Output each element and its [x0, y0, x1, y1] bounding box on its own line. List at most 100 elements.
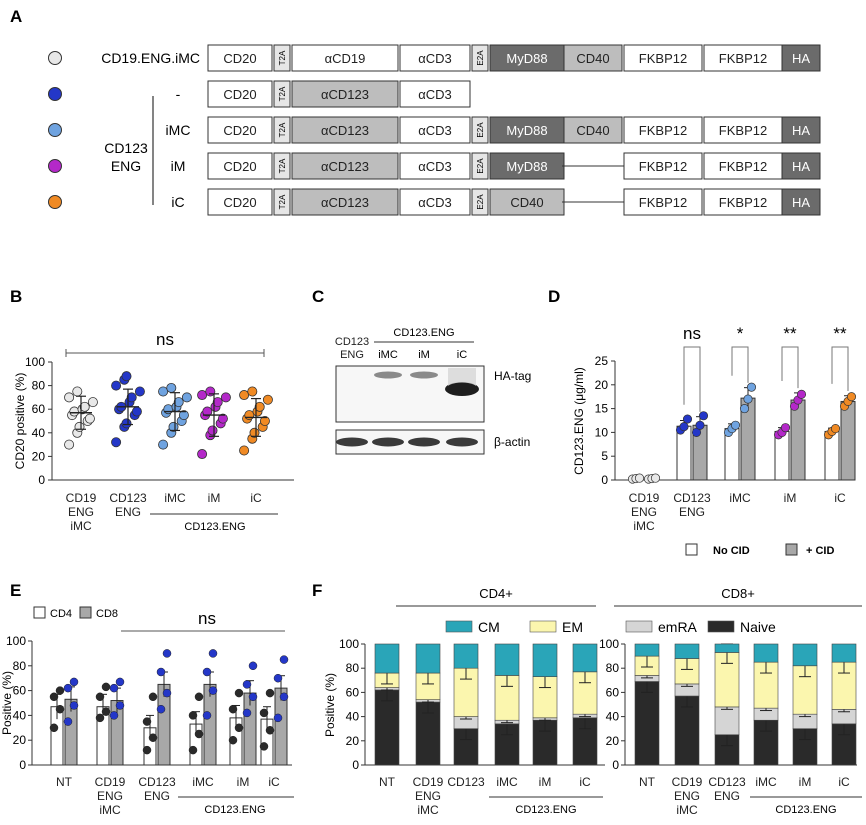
data-point — [121, 371, 132, 382]
x-tick-label: iM — [784, 491, 797, 505]
legend-swatch — [79, 606, 92, 619]
band-label: β-actin — [494, 435, 530, 449]
band-smear — [448, 368, 476, 386]
y-tick-label: 20 — [595, 378, 609, 392]
y-tick-label: 100 — [25, 355, 45, 369]
construct-segment-label: αCD3 — [418, 159, 452, 174]
y-tick-label: 100 — [339, 637, 359, 651]
x-tick-label: ENG — [115, 505, 141, 519]
data-point — [111, 437, 122, 448]
stacked-segment-cm — [494, 643, 520, 676]
data-point — [259, 415, 270, 426]
construct-segment-label: αCD123 — [321, 87, 369, 102]
construct-label: iMC — [166, 122, 191, 138]
y-tick-label: 40 — [13, 708, 27, 722]
data-point — [220, 392, 231, 403]
panel-letter-a: A — [10, 7, 22, 26]
data-point — [115, 677, 125, 687]
legend-label: CD8 — [96, 608, 118, 620]
x-tick-label: iC — [250, 491, 262, 505]
group-label: CD123 — [104, 140, 148, 156]
construct-segment — [207, 80, 273, 108]
band-label: HA-tag — [494, 369, 531, 383]
data-point — [69, 677, 79, 687]
data-point — [679, 422, 689, 432]
y-tick-label: 0 — [38, 473, 45, 487]
panel-letter-c: C — [312, 287, 324, 306]
data-point — [691, 427, 702, 437]
construct-segment-label: MyD88 — [506, 123, 547, 138]
data-point — [55, 704, 65, 714]
construct-segment — [291, 188, 399, 216]
data-point — [279, 692, 289, 702]
data-point — [234, 688, 244, 698]
construct-segment — [781, 44, 821, 72]
stacked-segment-cm — [792, 643, 818, 667]
subpanel-title: CD8+ — [721, 586, 755, 601]
construct-segment-label: αCD123 — [321, 195, 369, 210]
data-point — [87, 397, 98, 408]
construct-segment-label: E2A — [476, 122, 485, 138]
construct-segment-label: T2A — [278, 50, 287, 65]
construct-segment — [471, 44, 489, 72]
data-point — [698, 411, 709, 421]
x-tick-label: CD19 — [672, 775, 703, 789]
group-bracket-label: CD123.ENG — [204, 804, 265, 816]
x-tick-label: CD19 — [413, 775, 444, 789]
data-point — [279, 655, 289, 664]
band — [446, 437, 478, 447]
construct-segment-label: αCD19 — [325, 51, 366, 66]
x-tick-label: ENG — [714, 789, 740, 803]
x-tick-label: iM — [539, 775, 552, 789]
data-point — [95, 692, 105, 702]
data-point — [780, 423, 791, 433]
x-tick-label: CD19 — [629, 491, 660, 505]
construct-segment-label: HA — [792, 51, 810, 66]
significance-bracket — [731, 346, 749, 383]
legend-swatch — [707, 620, 735, 633]
y-tick-label: 80 — [32, 379, 46, 393]
x-tick-label: NT — [379, 775, 396, 789]
x-tick-label: NT — [639, 775, 656, 789]
data-point — [158, 439, 169, 450]
x-tick-label: CD123 — [109, 491, 147, 505]
x-tick-label: iMC — [417, 803, 439, 817]
data-point — [739, 404, 750, 414]
data-point — [743, 394, 753, 404]
data-point — [188, 711, 198, 720]
construct-segment-label: T2A — [278, 86, 287, 101]
construct-segment — [489, 116, 565, 144]
stacked-segment-cm — [532, 643, 558, 677]
band — [446, 382, 478, 396]
construct-dot — [48, 159, 62, 173]
data-point — [682, 414, 693, 424]
data-point — [208, 649, 218, 658]
y-axis-label: Positive (%) — [323, 673, 337, 737]
x-tick-label: CD123 — [138, 775, 176, 789]
stacked-segment-naive — [674, 695, 700, 766]
construct-segment-label: T2A — [278, 158, 287, 173]
y-axis-label: CD20 positive (%) — [13, 373, 27, 470]
x-tick-label: iC — [838, 775, 850, 789]
construct-label: CD19.ENG.iMC — [101, 50, 200, 66]
data-point — [69, 406, 80, 417]
data-point — [242, 680, 252, 689]
data-point — [259, 742, 269, 751]
y-tick-label: 60 — [606, 685, 620, 699]
stacked-segment-cm — [753, 643, 779, 663]
y-tick-label: 20 — [13, 733, 27, 747]
stacked-segment-naive — [634, 681, 660, 766]
x-tick-label: iMC — [99, 803, 121, 817]
data-point — [228, 704, 238, 714]
data-point — [173, 397, 184, 408]
x-tick-label: CD123 — [708, 775, 746, 789]
panel-f-memory-stacked: CM EM emRA Naive CD4+ 0 20 40 60 80 100 Positive (%… — [323, 586, 862, 817]
stacked-segment-cm — [453, 643, 479, 669]
construct-segment-label: HA — [792, 159, 810, 174]
construct-segment — [399, 116, 471, 144]
data-point — [109, 711, 119, 720]
significance-label: ns — [683, 324, 701, 343]
construct-segment — [703, 152, 783, 180]
